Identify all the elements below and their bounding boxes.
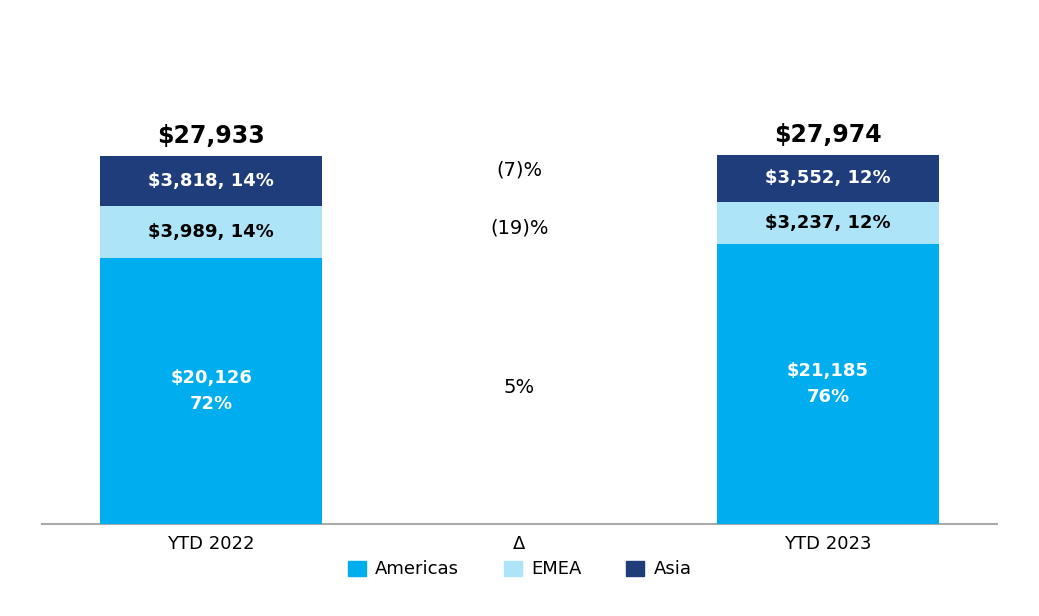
Text: (19)%: (19)% [490,218,549,237]
Text: 5%: 5% [504,378,535,397]
Legend: Americas, EMEA, Asia: Americas, EMEA, Asia [341,553,698,586]
Bar [717,155,939,202]
Text: $3,237, 12%: $3,237, 12% [765,214,890,232]
Text: (7)%: (7)% [497,161,542,180]
Text: $3,552, 12%: $3,552, 12% [765,169,890,187]
Bar [100,156,322,206]
Text: $27,974: $27,974 [774,123,882,147]
Bar [100,259,322,524]
Text: $3,818, 14%: $3,818, 14% [149,172,274,190]
Text: $27,933: $27,933 [157,124,265,148]
Bar [100,206,322,259]
Bar [717,202,939,245]
Text: $3,989, 14%: $3,989, 14% [149,223,274,241]
Bar [717,245,939,524]
Text: $20,126
72%: $20,126 72% [170,369,252,413]
Text: $21,185
76%: $21,185 76% [787,362,869,406]
